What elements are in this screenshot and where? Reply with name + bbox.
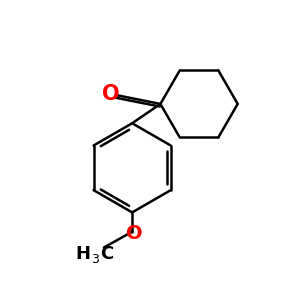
Text: O: O [102,84,119,104]
Text: O: O [126,224,142,243]
Text: H: H [76,245,91,263]
Text: C: C [100,245,113,263]
Text: 3: 3 [91,253,99,266]
